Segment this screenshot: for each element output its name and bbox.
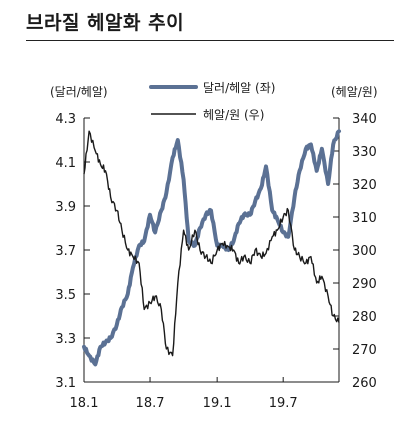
right-tick-label: 290 <box>352 277 377 292</box>
left-tick-label: 3.1 <box>55 376 76 391</box>
x-tick-label: 19.7 <box>269 396 298 411</box>
x-axis-ticks: 18.1 18.7 19.1 19.7 <box>70 377 298 411</box>
legend-label-brl-usd: 달러/헤알 (좌) <box>203 81 275 95</box>
right-tick-label: 280 <box>352 310 377 325</box>
series-line-krw-brl <box>83 130 340 357</box>
left-tick-label: 3.5 <box>55 288 76 303</box>
right-tick-label: 270 <box>352 343 377 358</box>
left-tick-label: 3.7 <box>55 244 76 259</box>
title-divider <box>26 40 394 41</box>
left-axis-ticks: 4.3 4.1 3.9 3.7 3.5 3.3 3.1 <box>55 112 90 391</box>
left-tick-label: 3.3 <box>55 332 76 347</box>
series-line-brl-usd <box>82 129 341 367</box>
right-tick-label: 320 <box>352 178 377 193</box>
left-tick-label: 4.1 <box>55 156 76 171</box>
x-tick-label: 18.1 <box>70 396 99 411</box>
right-tick-label: 340 <box>352 112 377 127</box>
right-tick-label: 260 <box>352 376 377 391</box>
right-axis-unit: (헤알/원) <box>331 85 378 99</box>
left-tick-label: 4.3 <box>55 112 76 127</box>
left-axis-unit: (달러/헤알) <box>50 85 108 99</box>
right-tick-label: 330 <box>352 145 377 160</box>
x-tick-label: 19.1 <box>203 396 232 411</box>
x-tick-label: 18.7 <box>136 396 165 411</box>
chart-title: 브라질 헤알화 추이 <box>26 12 185 34</box>
legend-label-krw-brl: 헤알/원 (우) <box>203 108 264 122</box>
right-axis-ticks: 340 330 320 310 300 290 280 270 260 <box>333 112 377 391</box>
right-tick-label: 310 <box>352 211 377 226</box>
right-tick-label: 300 <box>352 244 377 259</box>
left-tick-label: 3.9 <box>55 200 76 215</box>
